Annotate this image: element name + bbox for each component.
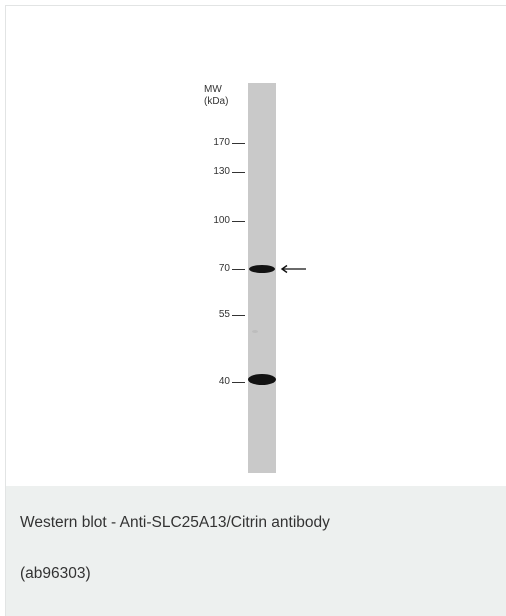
band-40kda <box>248 374 276 385</box>
marker-label-170: 170 <box>213 137 230 148</box>
caption-title: Western blot - Anti-SLC25A13/Citrin anti… <box>20 514 330 531</box>
mw-title-line2: (kDa) <box>204 96 229 107</box>
marker-label-100: 100 <box>213 215 230 226</box>
marker-tick-70 <box>232 269 245 270</box>
marker-tick-170 <box>232 143 245 144</box>
band-70kda <box>249 265 275 273</box>
mw-title-line1: MW <box>204 84 222 95</box>
marker-tick-40 <box>232 382 245 383</box>
western-blot-image[interactable]: MW (kDa) 170 130 100 70 55 40 <box>6 6 506 486</box>
marker-tick-100 <box>232 221 245 222</box>
marker-tick-130 <box>232 172 245 173</box>
mw-axis-title: MW (kDa) <box>204 84 228 108</box>
gel-lane <box>248 83 276 473</box>
marker-label-55: 55 <box>218 309 230 320</box>
marker-label-130: 130 <box>213 166 230 177</box>
marker-tick-55 <box>232 315 245 316</box>
arrow-left-icon <box>280 264 306 274</box>
caption-panel <box>6 486 506 616</box>
caption-product-code: (ab96303) <box>20 565 91 582</box>
marker-label-40: 40 <box>218 376 230 387</box>
marker-label-70: 70 <box>218 263 230 274</box>
figure-card: MW (kDa) 170 130 100 70 55 40 <box>5 5 506 616</box>
blot-figure: MW (kDa) 170 130 100 70 55 40 <box>6 6 506 486</box>
lane-smudge <box>252 330 258 333</box>
